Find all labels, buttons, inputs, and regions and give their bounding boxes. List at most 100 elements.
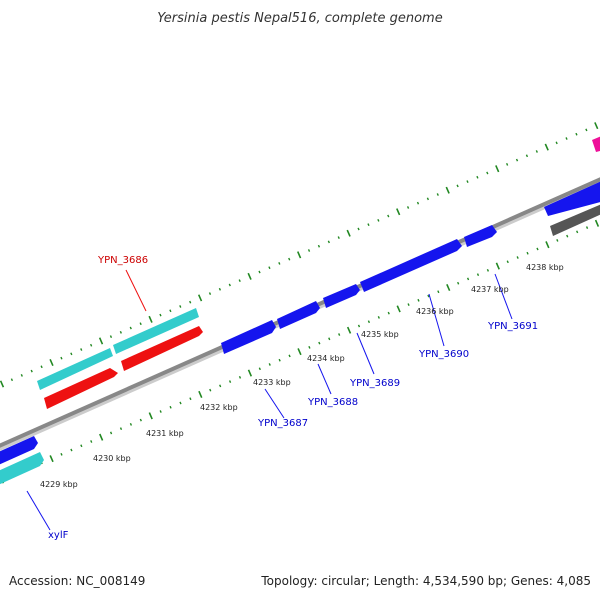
minor-tick <box>218 287 222 291</box>
reverse-cds-feature[interactable] <box>121 326 203 371</box>
minor-tick <box>30 369 33 373</box>
rna-feature[interactable] <box>37 348 113 390</box>
gene-label-ypn-3688[interactable]: YPN_3688 <box>307 397 358 408</box>
minor-tick <box>288 354 291 358</box>
major-tick <box>544 143 549 151</box>
minor-tick <box>585 226 589 229</box>
minor-tick <box>60 452 63 456</box>
minor-tick <box>288 257 291 261</box>
gene-ypn-3687-feature[interactable] <box>221 320 276 354</box>
minor-tick <box>466 277 470 281</box>
tick-label: 4235 kbp <box>361 330 399 339</box>
gene-label-xylf[interactable]: xylF <box>48 530 69 541</box>
minor-tick <box>426 197 430 201</box>
gene-label-ypn-3691[interactable]: YPN_3691 <box>487 321 538 332</box>
minor-tick <box>565 137 568 140</box>
minor-tick <box>139 418 142 422</box>
major-tick <box>98 337 104 345</box>
genome-summary-text: Topology: circular; Length: 4,534,590 bp… <box>261 574 591 588</box>
gene-label-ypn-3686[interactable]: YPN_3686 <box>97 255 148 266</box>
gene-label-ypn-3687[interactable]: YPN_3687 <box>257 418 308 429</box>
gene-xylf-feature[interactable] <box>0 436 38 466</box>
minor-tick <box>575 132 578 136</box>
leader-line-ypn-3689 <box>356 332 375 375</box>
leader-line-ypn-3688 <box>317 363 332 395</box>
minor-tick <box>516 256 519 259</box>
minor-tick <box>437 290 440 294</box>
major-tick <box>297 251 302 259</box>
pink-feature[interactable] <box>592 135 600 152</box>
minor-tick <box>219 384 222 388</box>
minor-tick <box>387 311 390 315</box>
leader-line-ypn-3691 <box>494 273 513 320</box>
tick-label: 4236 kbp <box>416 307 454 316</box>
minor-tick <box>338 333 341 336</box>
minor-tick <box>179 401 182 405</box>
minor-tick <box>416 201 420 205</box>
gene-label-ypn-3690[interactable]: YPN_3690 <box>418 349 469 360</box>
minor-tick <box>159 410 162 413</box>
minor-tick <box>189 397 192 401</box>
tick-label: 4229 kbp <box>40 480 78 489</box>
rna-feature[interactable] <box>0 452 44 486</box>
minor-tick <box>278 358 281 362</box>
major-tick <box>297 348 302 356</box>
minor-tick <box>536 247 539 251</box>
minor-tick <box>169 309 172 313</box>
minor-tick <box>357 227 360 231</box>
minor-tick <box>119 427 123 431</box>
other-feature[interactable] <box>550 203 600 236</box>
minor-tick <box>258 270 261 274</box>
minor-tick <box>189 300 192 304</box>
minor-tick <box>317 244 321 248</box>
major-tick <box>594 122 599 130</box>
leader-line-ypn-3686 <box>125 269 147 312</box>
gene-ypn-3690-feature[interactable] <box>360 239 462 292</box>
minor-tick <box>308 345 311 349</box>
minor-tick <box>486 268 490 272</box>
major-tick <box>197 294 203 302</box>
minor-tick <box>367 223 370 227</box>
minor-tick <box>307 249 311 252</box>
minor-tick <box>436 193 439 196</box>
major-tick <box>247 272 252 280</box>
minor-tick <box>238 279 241 283</box>
gene-label-ypn-3689[interactable]: YPN_3689 <box>349 378 400 389</box>
minor-tick <box>228 380 232 383</box>
tick-label: 4233 kbp <box>253 378 291 387</box>
minor-tick <box>476 175 479 179</box>
minor-tick <box>268 266 271 270</box>
gene-ypn-3686-feature[interactable] <box>44 368 118 409</box>
minor-tick <box>80 348 83 351</box>
forward-cds-feature[interactable] <box>544 180 600 216</box>
minor-tick <box>476 273 480 277</box>
major-tick <box>198 390 203 398</box>
tick-label: 4232 kbp <box>200 403 238 412</box>
minor-tick <box>457 281 460 285</box>
minor-tick <box>525 154 529 158</box>
rna-feature[interactable] <box>113 308 199 354</box>
tick-label: 4230 kbp <box>93 454 131 463</box>
minor-tick <box>566 234 569 238</box>
gene-ypn-3689-feature[interactable] <box>323 284 360 308</box>
minor-tick <box>585 128 588 132</box>
minor-tick <box>179 305 182 308</box>
minor-tick <box>486 171 489 175</box>
minor-tick <box>526 251 529 255</box>
gene-ypn-3688-feature[interactable] <box>277 301 320 329</box>
minor-tick <box>466 180 469 183</box>
major-tick <box>495 262 500 270</box>
major-tick <box>594 219 600 227</box>
minor-tick <box>456 184 459 188</box>
major-tick <box>49 358 54 366</box>
tick-label: 4234 kbp <box>307 354 345 363</box>
minor-tick <box>80 444 83 448</box>
gene-ypn-3691-feature[interactable] <box>464 225 497 247</box>
inner-tick-row <box>0 219 600 484</box>
major-tick <box>495 165 500 173</box>
minor-tick <box>506 163 509 166</box>
major-tick <box>545 241 550 249</box>
minor-tick <box>327 240 330 244</box>
tick-label: 4231 kbp <box>146 429 184 438</box>
tick-label: 4238 kbp <box>526 263 564 272</box>
